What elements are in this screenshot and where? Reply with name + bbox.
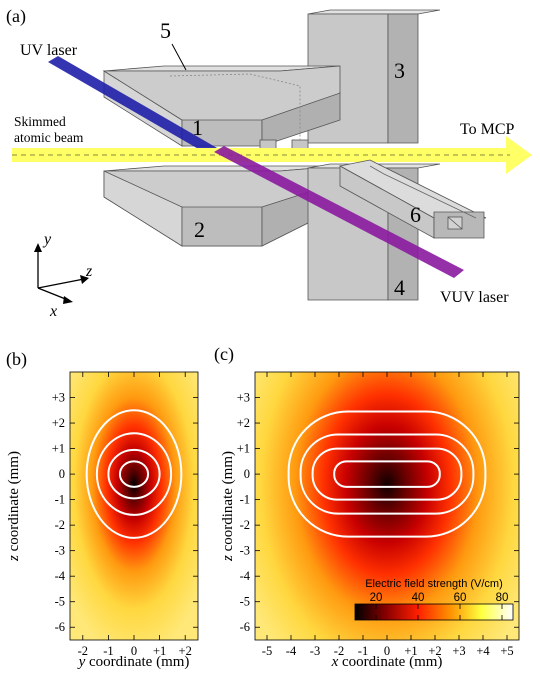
x-tick-label-c-2: -3 bbox=[310, 644, 320, 658]
colorbar: Electric field strength (V/cm) 20 40 60 … bbox=[354, 578, 514, 621]
coordinate-axes bbox=[34, 243, 89, 304]
y-tick-label-b-4: -1 bbox=[55, 493, 65, 507]
electrode-label-3: 3 bbox=[394, 58, 405, 83]
x-tick-label-c-3: -2 bbox=[334, 644, 344, 658]
x-tick-label-b-1: -1 bbox=[103, 644, 113, 658]
colorbar-tick-80: 80 bbox=[496, 592, 509, 604]
atomic-beam-label-line2: atomic beam bbox=[14, 130, 84, 145]
axis-x-label: x bbox=[49, 303, 57, 320]
contours-b bbox=[85, 409, 183, 539]
colorbar-ticks bbox=[375, 604, 503, 620]
electrode-5-pointer bbox=[171, 43, 187, 71]
contours-c bbox=[287, 410, 487, 538]
y-tick-label-c-0: +3 bbox=[237, 391, 250, 405]
panel-a: (a) bbox=[6, 6, 532, 320]
contour-c-2 bbox=[299, 433, 475, 515]
x-tick-label-b-0: -2 bbox=[78, 644, 88, 658]
y-tick-label-b-5: -2 bbox=[55, 518, 65, 532]
contour-b-3 bbox=[85, 409, 183, 539]
xlabel-b: y coordinate (mm) bbox=[77, 654, 190, 670]
x-tick-label-c-4: -1 bbox=[358, 644, 368, 658]
uv-laser-label: UV laser bbox=[20, 42, 78, 59]
y-tick-label-b-9: -6 bbox=[55, 620, 65, 634]
x-tick-label-c-1: -4 bbox=[286, 644, 297, 658]
contour-c-1 bbox=[311, 447, 463, 501]
contour-c-0 bbox=[333, 460, 441, 488]
colorbar-tick-20: 20 bbox=[370, 592, 383, 604]
panel-c: (c) -5 -4 -3 -2 -1 0 +1 +2 +3 +4 +5 +3 +2 +1 0 -1 -2 -3 -4… bbox=[214, 344, 520, 670]
heatmap-b bbox=[70, 372, 198, 640]
electrode-label-2: 2 bbox=[194, 217, 205, 242]
y-tick-label-c-3: 0 bbox=[244, 467, 250, 481]
electrode-2 bbox=[103, 165, 341, 247]
xlabel-c: x coordinate (mm) bbox=[331, 654, 443, 670]
electrode-label-4: 4 bbox=[394, 275, 405, 300]
ylabel-c: z coordinate (mm) bbox=[220, 451, 236, 562]
uv-laser-beam bbox=[48, 56, 224, 158]
atomic-beam-arrow bbox=[12, 136, 532, 174]
contour-b-2 bbox=[95, 432, 173, 516]
colorbar-tick-60: 60 bbox=[454, 592, 467, 604]
colorbar-title: Electric field strength (V/cm) bbox=[365, 578, 503, 590]
x-tick-label-c-9: +4 bbox=[476, 644, 490, 658]
y-tick-label-c-2: +1 bbox=[237, 442, 250, 456]
x-tick-label-b-4: +2 bbox=[179, 644, 192, 658]
atomic-beam-label-line1: Skimmed bbox=[14, 114, 66, 129]
x-tick-label-c-7: +2 bbox=[428, 644, 441, 658]
electrode-6 bbox=[338, 159, 487, 239]
y-tick-label-b-1: +2 bbox=[52, 416, 65, 430]
axis-z-label: z bbox=[85, 263, 93, 280]
panel-a-label: (a) bbox=[6, 6, 26, 27]
electrode-label-5: 5 bbox=[160, 18, 171, 43]
to-mcp-label: To MCP bbox=[460, 121, 515, 138]
y-tick-label-b-8: -5 bbox=[55, 595, 65, 609]
x-tick-label-b-2: 0 bbox=[131, 644, 137, 658]
x-tick-label-c-0: -5 bbox=[262, 644, 272, 658]
y-tick-label-b-3: 0 bbox=[59, 467, 65, 481]
colorbar-gradient bbox=[354, 603, 514, 621]
electrode-label-1: 1 bbox=[192, 115, 203, 140]
vuv-laser-label: VUV laser bbox=[440, 289, 509, 306]
y-tick-label-b-0: +3 bbox=[52, 391, 65, 405]
panel-c-label: (c) bbox=[214, 344, 234, 365]
y-tick-label-c-6: -3 bbox=[240, 544, 250, 558]
x-tick-label-c-6: +1 bbox=[404, 644, 417, 658]
y-tick-label-b-7: -4 bbox=[55, 569, 66, 583]
x-tick-label-c-10: +5 bbox=[500, 644, 513, 658]
ticks-c: -5 -4 -3 -2 -1 0 +1 +2 +3 +4 +5 +3 +2 +1 0 -1 -2 -3 -4 -5 -6 bbox=[237, 372, 519, 658]
y-tick-label-c-8: -5 bbox=[240, 595, 250, 609]
contour-c-3 bbox=[287, 410, 487, 538]
heatmap-c bbox=[255, 372, 519, 640]
x-tick-label-c-5: 0 bbox=[384, 644, 390, 658]
y-tick-label-c-9: -6 bbox=[240, 620, 250, 634]
electrode-label-6: 6 bbox=[410, 202, 421, 227]
y-tick-label-c-7: -4 bbox=[240, 569, 251, 583]
contour-b-1 bbox=[107, 448, 161, 500]
y-tick-label-c-5: -2 bbox=[240, 518, 250, 532]
x-tick-label-b-3: +1 bbox=[153, 644, 166, 658]
colorbar-tick-40: 40 bbox=[412, 592, 425, 604]
x-tick-label-c-8: +3 bbox=[452, 644, 465, 658]
panel-b: (b) -2 -1 0 +1 +2 +3 +2 +1 0 -1 -2 -3 -4 -5 -6 y coord… bbox=[6, 349, 199, 670]
y-tick-label-b-6: -3 bbox=[55, 544, 65, 558]
panel-b-label: (b) bbox=[6, 349, 27, 370]
y-tick-label-c-4: -1 bbox=[240, 493, 250, 507]
contour-b-0 bbox=[118, 460, 150, 488]
y-tick-label-c-1: +2 bbox=[237, 416, 250, 430]
axis-y-label: y bbox=[42, 231, 52, 248]
y-tick-label-b-2: +1 bbox=[52, 442, 65, 456]
vuv-laser-beam bbox=[214, 146, 464, 278]
ticks-b: -2 -1 0 +1 +2 +3 +2 +1 0 -1 -2 -3 -4 -5 -6 bbox=[52, 372, 198, 658]
ylabel-b: z coordinate (mm) bbox=[6, 451, 22, 562]
